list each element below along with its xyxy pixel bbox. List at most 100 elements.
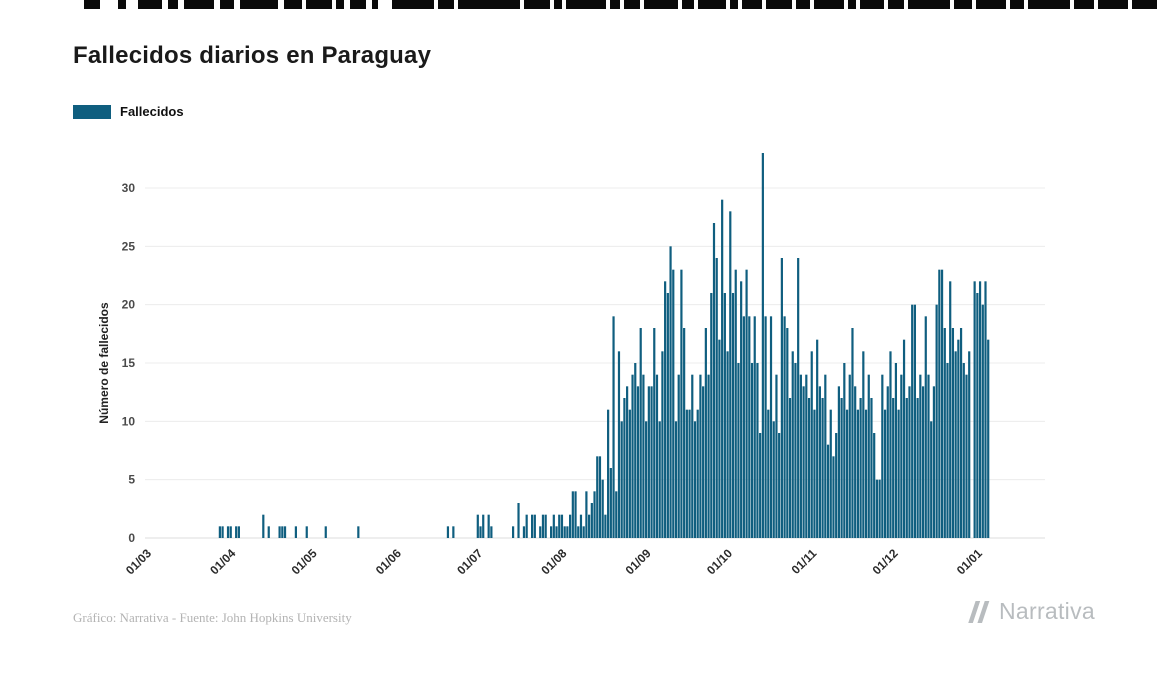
- bar[interactable]: [778, 433, 781, 538]
- bar[interactable]: [221, 526, 224, 538]
- bar[interactable]: [951, 328, 955, 538]
- bar[interactable]: [531, 514, 534, 538]
- bar[interactable]: [609, 468, 612, 538]
- bar[interactable]: [305, 526, 308, 538]
- bar[interactable]: [226, 526, 230, 538]
- bar[interactable]: [235, 526, 238, 538]
- bar[interactable]: [647, 386, 650, 538]
- bar[interactable]: [962, 363, 965, 538]
- bar[interactable]: [734, 269, 737, 538]
- bar[interactable]: [569, 514, 572, 538]
- bar[interactable]: [799, 374, 802, 538]
- bar[interactable]: [533, 514, 536, 538]
- bar[interactable]: [775, 374, 778, 538]
- bar[interactable]: [908, 386, 911, 538]
- bar[interactable]: [525, 514, 528, 538]
- bar[interactable]: [940, 269, 944, 538]
- bar[interactable]: [446, 526, 450, 538]
- bar[interactable]: [601, 479, 604, 538]
- bar[interactable]: [729, 211, 732, 538]
- bar[interactable]: [894, 363, 898, 538]
- bar[interactable]: [626, 386, 629, 538]
- bar[interactable]: [582, 526, 585, 538]
- bar[interactable]: [981, 304, 984, 538]
- bar[interactable]: [680, 269, 683, 538]
- bar[interactable]: [946, 363, 949, 538]
- bar[interactable]: [805, 374, 808, 538]
- bar[interactable]: [702, 386, 705, 538]
- bar[interactable]: [767, 409, 770, 538]
- bar[interactable]: [840, 398, 843, 538]
- bar[interactable]: [856, 409, 859, 538]
- bar[interactable]: [816, 339, 819, 538]
- bar[interactable]: [452, 526, 455, 538]
- bar[interactable]: [818, 386, 821, 538]
- bar[interactable]: [761, 153, 764, 538]
- bar[interactable]: [487, 514, 490, 538]
- bar[interactable]: [237, 526, 240, 538]
- bar[interactable]: [881, 374, 884, 538]
- bar[interactable]: [718, 339, 721, 538]
- bar[interactable]: [596, 456, 599, 538]
- bar[interactable]: [957, 339, 960, 538]
- bar[interactable]: [927, 374, 930, 538]
- bar[interactable]: [845, 409, 849, 538]
- bar[interactable]: [949, 281, 952, 538]
- bar[interactable]: [642, 374, 645, 538]
- bar[interactable]: [878, 479, 881, 538]
- bar[interactable]: [593, 491, 596, 538]
- bar[interactable]: [780, 258, 783, 538]
- bar[interactable]: [604, 514, 607, 538]
- bar[interactable]: [539, 526, 542, 538]
- bar[interactable]: [924, 316, 927, 538]
- bar[interactable]: [715, 258, 718, 538]
- bar[interactable]: [748, 316, 751, 538]
- bar[interactable]: [218, 526, 221, 538]
- bar[interactable]: [704, 328, 707, 538]
- bar[interactable]: [791, 351, 794, 538]
- bar[interactable]: [357, 526, 360, 538]
- bar[interactable]: [674, 421, 678, 538]
- bar[interactable]: [590, 503, 593, 538]
- bar[interactable]: [636, 386, 640, 538]
- bar[interactable]: [550, 526, 553, 538]
- bar[interactable]: [639, 328, 642, 538]
- bar[interactable]: [544, 514, 547, 538]
- bar[interactable]: [653, 328, 656, 538]
- bar[interactable]: [666, 293, 669, 538]
- bar[interactable]: [723, 293, 726, 538]
- bar[interactable]: [973, 281, 976, 538]
- bar[interactable]: [476, 514, 479, 538]
- bar[interactable]: [826, 444, 830, 538]
- bar[interactable]: [229, 526, 232, 538]
- bar[interactable]: [862, 351, 865, 538]
- bar[interactable]: [783, 316, 786, 538]
- bar[interactable]: [563, 526, 566, 538]
- bar[interactable]: [707, 374, 710, 538]
- bar[interactable]: [859, 398, 862, 538]
- bar[interactable]: [976, 293, 979, 538]
- bar[interactable]: [854, 386, 857, 538]
- bar[interactable]: [740, 281, 743, 538]
- bar[interactable]: [574, 491, 577, 538]
- bar[interactable]: [813, 409, 816, 538]
- bar[interactable]: [693, 421, 697, 538]
- bar[interactable]: [911, 304, 914, 538]
- bar[interactable]: [892, 398, 895, 538]
- bar[interactable]: [794, 363, 797, 538]
- bar[interactable]: [873, 433, 876, 538]
- bar[interactable]: [737, 363, 740, 538]
- bar[interactable]: [685, 409, 688, 538]
- bar[interactable]: [802, 386, 805, 538]
- bar[interactable]: [615, 491, 618, 538]
- bar[interactable]: [517, 503, 520, 538]
- bar[interactable]: [324, 526, 327, 538]
- bar[interactable]: [938, 269, 941, 538]
- bar[interactable]: [598, 456, 602, 538]
- bar[interactable]: [661, 351, 664, 538]
- bar[interactable]: [588, 514, 591, 538]
- bar[interactable]: [832, 456, 835, 538]
- bar[interactable]: [541, 514, 545, 538]
- bar[interactable]: [283, 526, 287, 538]
- bar[interactable]: [807, 398, 811, 538]
